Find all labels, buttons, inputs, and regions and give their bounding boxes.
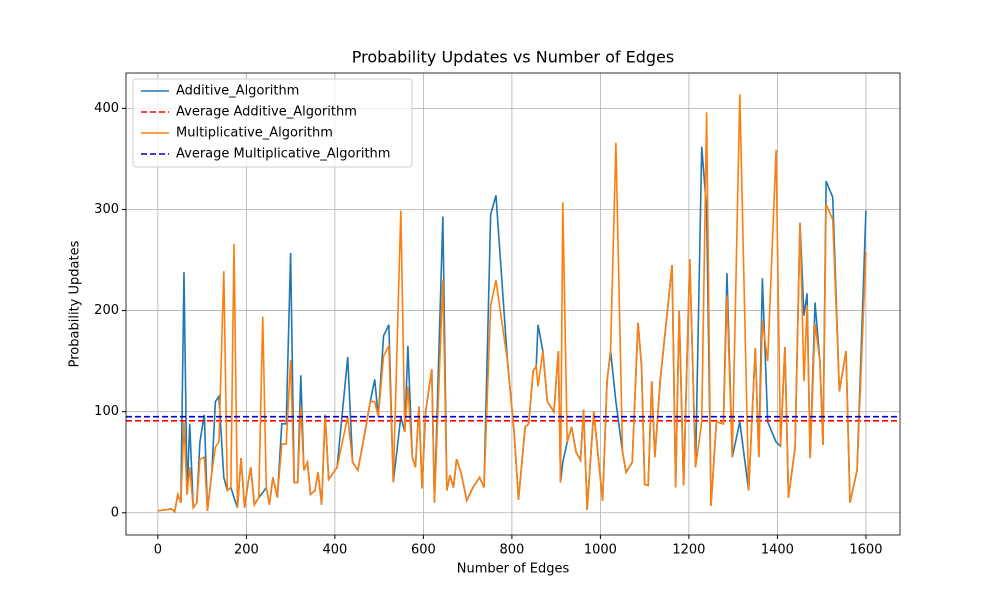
y-axis-label: Probability Updates — [68, 240, 83, 367]
legend-label: Additive_Algorithm — [176, 84, 299, 99]
x-tick-label: 1000 — [584, 543, 617, 558]
chart-title: Probability Updates vs Number of Edges — [352, 48, 674, 67]
legend-label: Average Additive_Algorithm — [176, 105, 357, 120]
x-tick-label: 0 — [154, 543, 162, 558]
x-tick-label: 200 — [234, 543, 259, 558]
y-tick-label: 0 — [111, 505, 119, 520]
legend-label: Multiplicative_Algorithm — [176, 126, 333, 141]
y-tick-label: 100 — [94, 404, 119, 419]
x-tick-label: 400 — [322, 543, 347, 558]
x-tick-label: 600 — [411, 543, 436, 558]
series-line — [157, 94, 867, 514]
legend-box — [132, 78, 413, 168]
y-tick-label: 300 — [94, 202, 119, 217]
x-tick-label: 1400 — [761, 543, 794, 558]
legend-label: Average Multiplicative_Algorithm — [176, 147, 390, 162]
plot-frame — [125, 72, 901, 536]
y-tick-label: 200 — [94, 303, 119, 318]
x-axis-label: Number of Edges — [457, 562, 570, 577]
x-tick-label: 800 — [499, 543, 524, 558]
y-tick-label: 400 — [94, 101, 119, 116]
x-tick-label: 1200 — [672, 543, 705, 558]
x-tick-label: 1600 — [849, 543, 882, 558]
